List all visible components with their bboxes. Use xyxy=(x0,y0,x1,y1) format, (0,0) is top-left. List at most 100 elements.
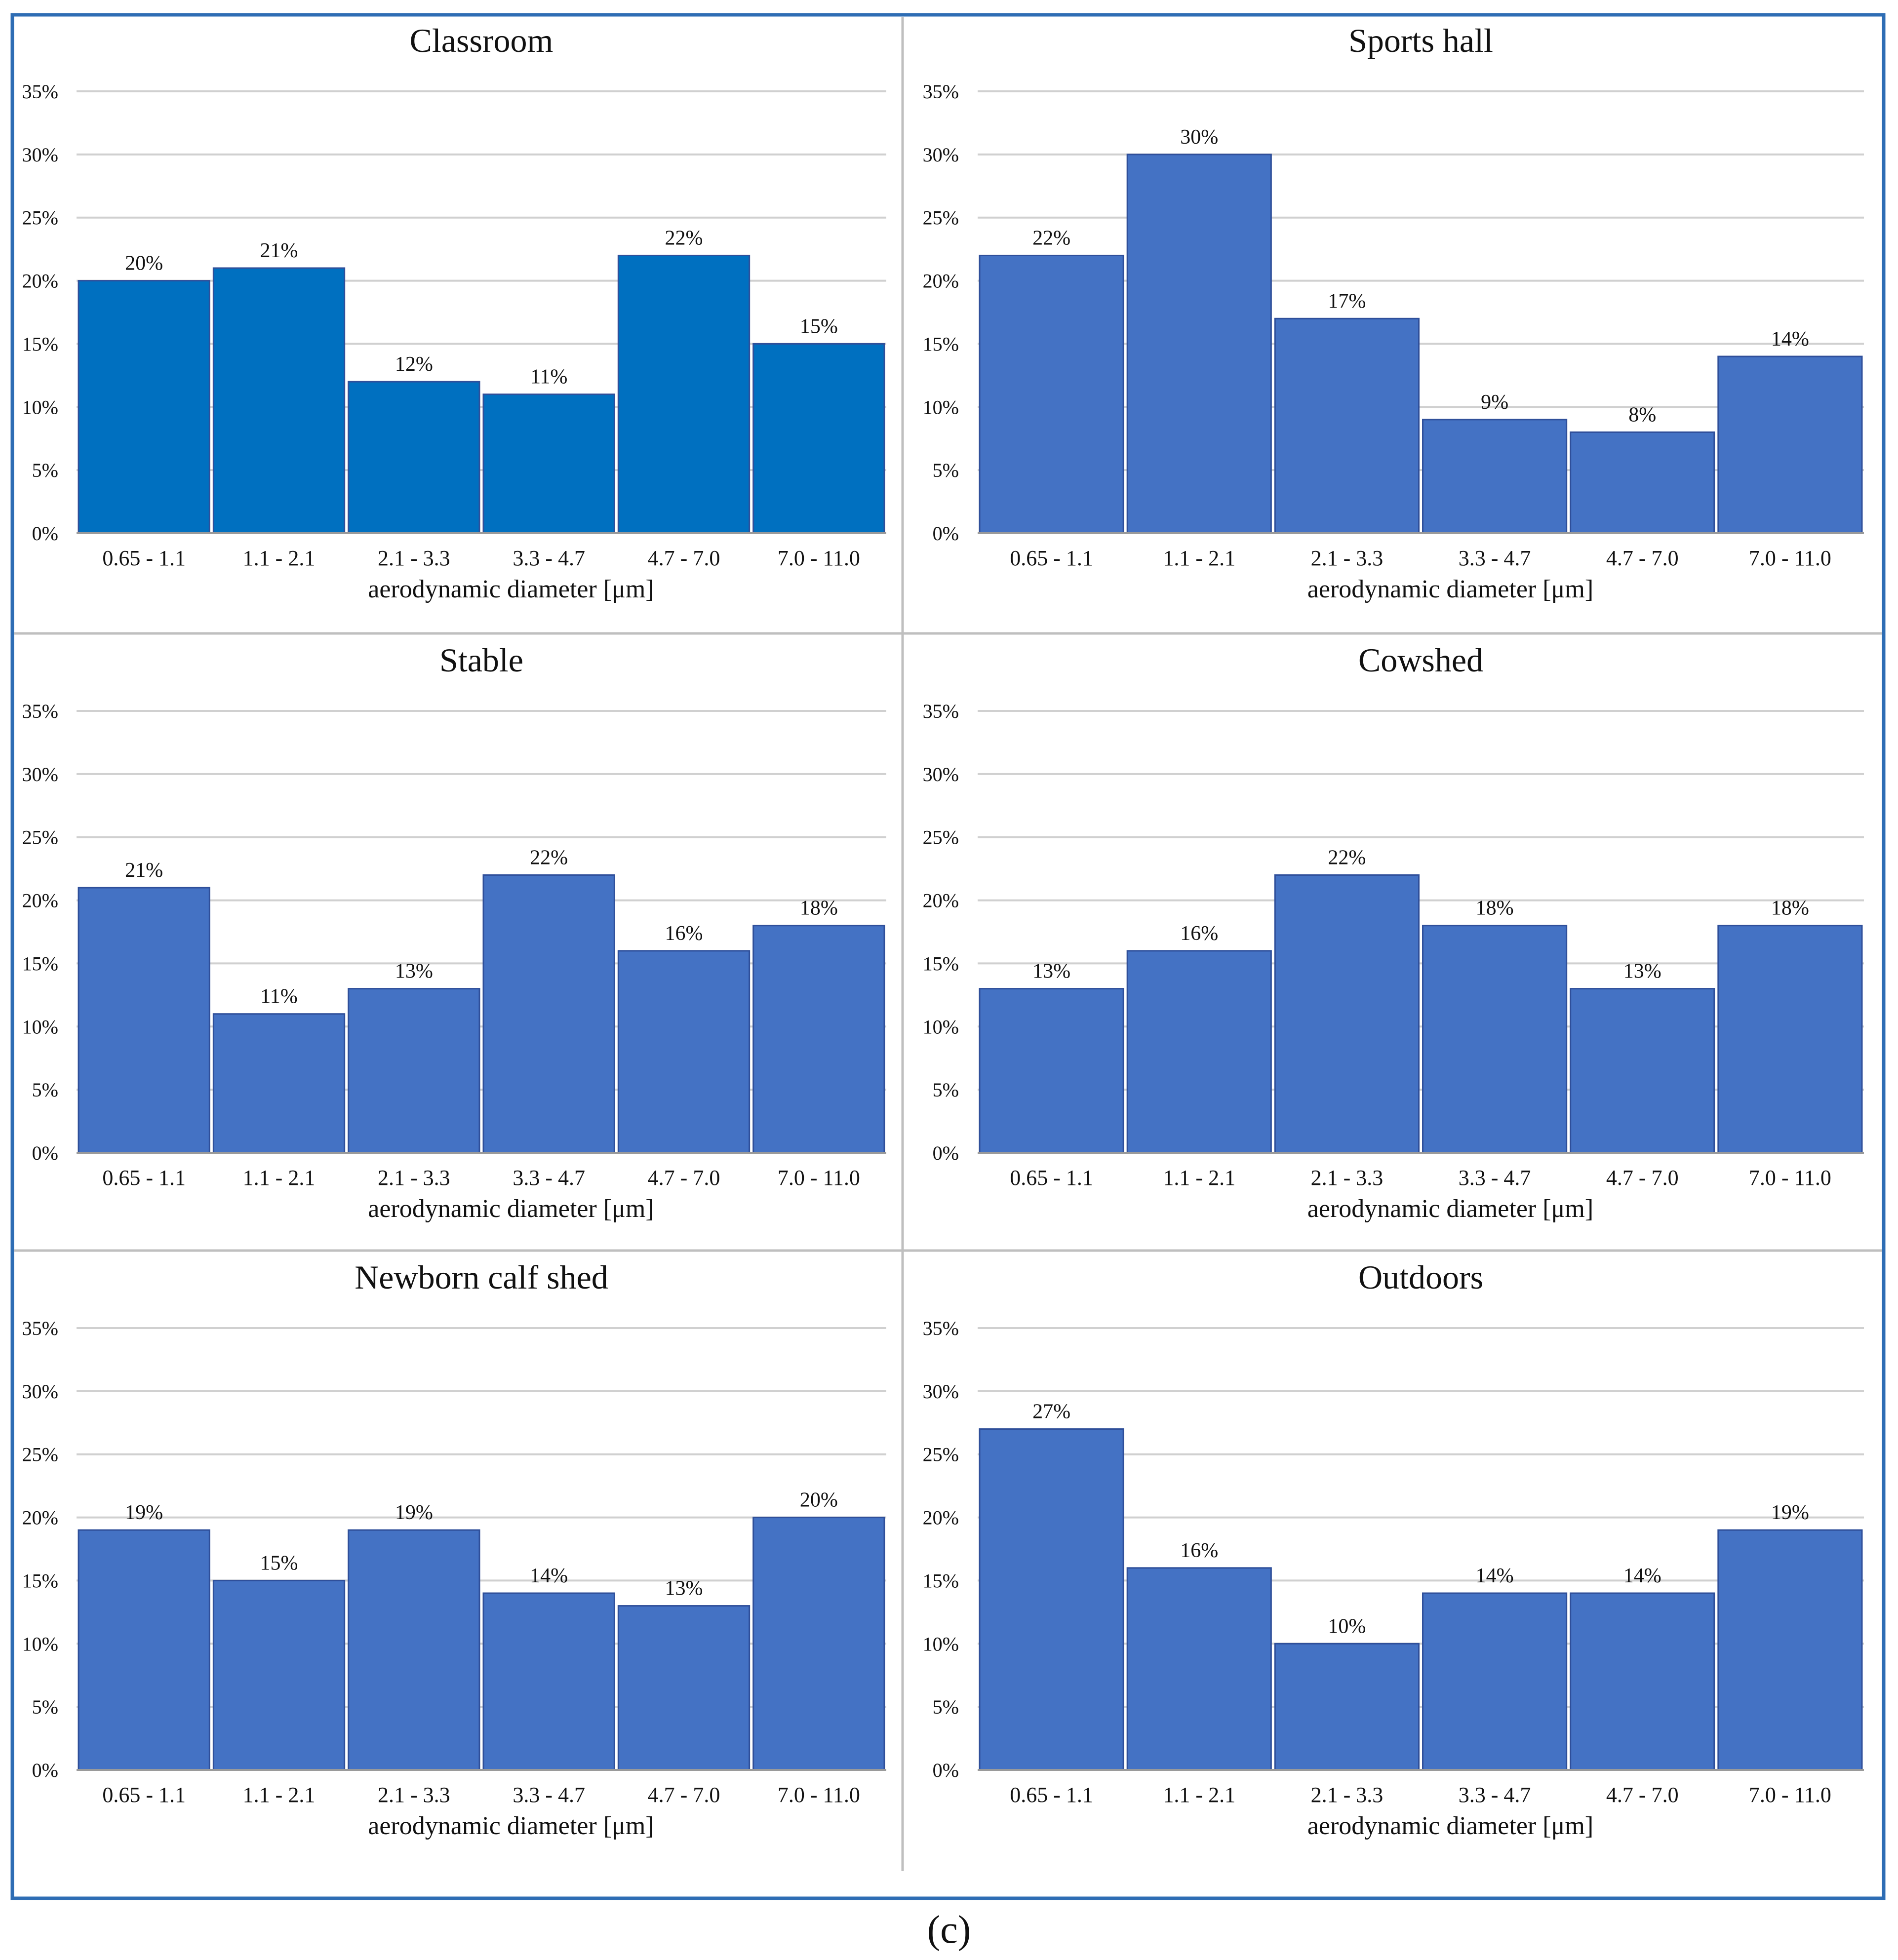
chart-panel-3: Stable 0% 5% 10% 15% 20% 25% 30% 35% 21% 0.65 - 1.… xyxy=(22,641,886,1223)
data-label: 21% xyxy=(125,859,163,882)
figure-frame xyxy=(10,13,1886,1900)
data-label: 18% xyxy=(1771,897,1809,920)
figure-label: (c) xyxy=(927,1908,971,1952)
bar xyxy=(1126,154,1272,534)
x-tick-label: 7.0 - 11.0 xyxy=(1749,546,1831,570)
x-tick-label: 7.0 - 11.0 xyxy=(778,1166,860,1190)
bar xyxy=(1422,419,1568,534)
x-tick-label: 3.3 - 4.7 xyxy=(513,1783,585,1807)
data-label: 11% xyxy=(260,985,297,1008)
data-label: 14% xyxy=(1476,1565,1514,1587)
y-tick-label: 0% xyxy=(933,522,959,545)
x-tick-label: 1.1 - 2.1 xyxy=(1163,546,1235,570)
bar xyxy=(482,874,615,1154)
y-tick-label: 5% xyxy=(32,1079,58,1101)
y-tick-label: 15% xyxy=(22,952,58,975)
y-tick-label: 35% xyxy=(22,1317,58,1339)
x-axis-label: aerodynamic diameter [μm] xyxy=(368,1195,654,1223)
data-label: 15% xyxy=(260,1552,298,1574)
bar xyxy=(348,1529,480,1771)
chart-title: Stable xyxy=(439,641,523,679)
x-tick-label: 4.7 - 7.0 xyxy=(648,1166,720,1190)
data-label: 13% xyxy=(665,1577,703,1600)
bar xyxy=(752,1517,885,1771)
x-tick-label: 2.1 - 3.3 xyxy=(378,546,450,570)
data-label: 10% xyxy=(1328,1615,1366,1638)
y-tick-label: 25% xyxy=(22,1444,58,1466)
bar xyxy=(78,1529,210,1771)
x-tick-label: 4.7 - 7.0 xyxy=(1606,1783,1679,1807)
data-label: 20% xyxy=(800,1489,838,1512)
y-tick-label: 25% xyxy=(923,207,959,229)
x-tick-label: 0.65 - 1.1 xyxy=(102,1783,186,1807)
x-tick-label: 1.1 - 2.1 xyxy=(243,546,316,570)
chart-title: Newborn calf shed xyxy=(355,1258,608,1296)
x-tick-label: 0.65 - 1.1 xyxy=(102,546,186,570)
bar xyxy=(482,393,615,534)
bar xyxy=(1717,355,1863,534)
x-axis-label: aerodynamic diameter [μm] xyxy=(368,575,654,603)
bar xyxy=(1717,1529,1863,1771)
bar xyxy=(212,267,346,534)
data-label: 18% xyxy=(800,897,838,920)
y-tick-label: 20% xyxy=(22,1507,58,1529)
data-label: 27% xyxy=(1032,1401,1070,1423)
x-tick-label: 0.65 - 1.1 xyxy=(102,1166,186,1190)
panels: Classroom 0% 5% 10% 15% 20% 25% 30% 35% 20% 0.65 -… xyxy=(10,13,1886,1900)
chart-panel-5: Newborn calf shed 0% 5% 10% 15% 20% 25% 30% 35% 1… xyxy=(22,1258,886,1840)
data-label: 19% xyxy=(1771,1501,1809,1524)
bar xyxy=(482,1592,615,1771)
data-label: 30% xyxy=(1180,126,1218,149)
bar xyxy=(78,887,210,1154)
y-tick-label: 0% xyxy=(32,1759,58,1781)
y-tick-label: 0% xyxy=(933,1142,959,1164)
bar xyxy=(78,280,210,534)
x-tick-label: 3.3 - 4.7 xyxy=(1459,546,1531,570)
y-tick-label: 20% xyxy=(923,270,959,292)
bar xyxy=(1570,1592,1715,1771)
x-tick-label: 2.1 - 3.3 xyxy=(1311,1783,1384,1807)
y-tick-label: 10% xyxy=(22,1016,58,1038)
x-tick-label: 7.0 - 11.0 xyxy=(778,1783,860,1807)
y-tick-label: 10% xyxy=(923,396,959,418)
data-label: 22% xyxy=(530,846,568,869)
data-label: 14% xyxy=(1623,1565,1661,1587)
bar xyxy=(617,950,751,1154)
y-tick-label: 15% xyxy=(923,333,959,355)
x-tick-label: 0.65 - 1.1 xyxy=(1010,1783,1093,1807)
y-tick-label: 10% xyxy=(22,396,58,418)
y-tick-label: 35% xyxy=(22,700,58,722)
x-tick-label: 3.3 - 4.7 xyxy=(1459,1166,1531,1190)
chart-panel-2: Sports hall 0% 5% 10% 15% 20% 25% 30% 35% 22% 0.65… xyxy=(923,22,1864,603)
data-label: 12% xyxy=(395,353,433,376)
data-label: 13% xyxy=(1623,960,1661,983)
x-tick-label: 7.0 - 11.0 xyxy=(1749,1166,1831,1190)
y-tick-label: 20% xyxy=(22,270,58,292)
x-tick-label: 1.1 - 2.1 xyxy=(1163,1783,1235,1807)
y-tick-label: 35% xyxy=(22,80,58,103)
y-tick-label: 30% xyxy=(22,763,58,785)
x-tick-label: 1.1 - 2.1 xyxy=(243,1783,316,1807)
x-tick-label: 4.7 - 7.0 xyxy=(1606,546,1679,570)
y-tick-label: 20% xyxy=(923,890,959,912)
y-tick-label: 30% xyxy=(22,144,58,166)
x-tick-label: 3.3 - 4.7 xyxy=(513,1166,585,1190)
x-tick-label: 7.0 - 11.0 xyxy=(1749,1783,1831,1807)
x-tick-label: 3.3 - 4.7 xyxy=(1459,1783,1531,1807)
bar xyxy=(1274,317,1420,534)
x-tick-label: 1.1 - 2.1 xyxy=(1163,1166,1235,1190)
y-tick-label: 25% xyxy=(923,826,959,849)
y-tick-label: 5% xyxy=(933,459,959,481)
y-tick-label: 10% xyxy=(923,1633,959,1655)
chart-panel-1: Classroom 0% 5% 10% 15% 20% 25% 30% 35% 20% 0.65 -… xyxy=(22,22,886,603)
x-axis-label: aerodynamic diameter [μm] xyxy=(368,1812,654,1840)
y-tick-label: 0% xyxy=(32,1142,58,1164)
bar xyxy=(1570,988,1715,1154)
bar xyxy=(1422,925,1568,1154)
y-tick-label: 35% xyxy=(923,80,959,103)
y-tick-label: 0% xyxy=(32,522,58,545)
y-tick-label: 20% xyxy=(923,1507,959,1529)
data-label: 22% xyxy=(1328,846,1366,869)
data-label: 13% xyxy=(1032,960,1070,983)
